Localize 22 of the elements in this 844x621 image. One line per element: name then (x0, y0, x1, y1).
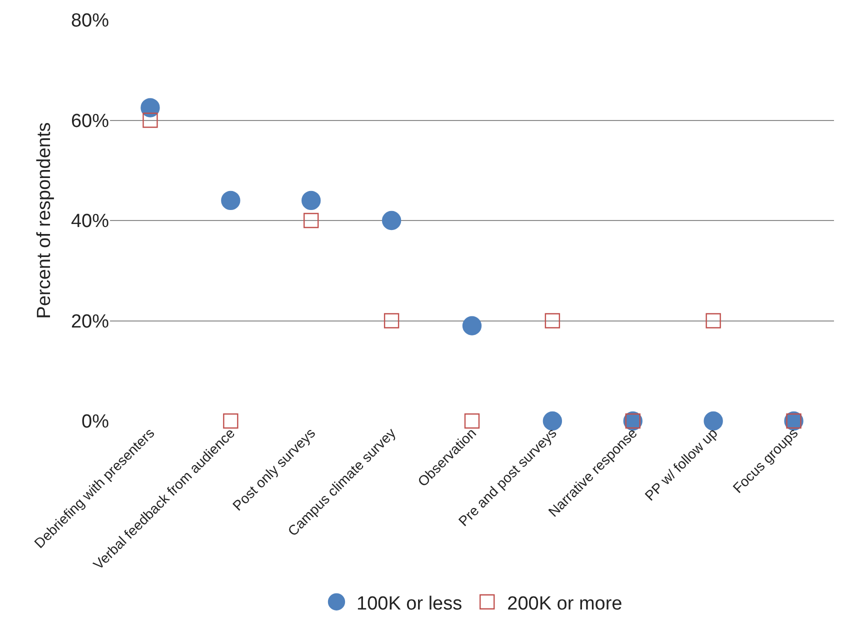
point (142, 112, 158, 128)
point (544, 313, 560, 328)
point (542, 411, 562, 431)
y-tick-label: 40% (70, 211, 110, 232)
y-tick-label: 60% (70, 110, 110, 132)
point (464, 413, 480, 429)
point (382, 210, 402, 230)
y-axis-title: Percent of respondents (34, 122, 55, 319)
point (704, 411, 723, 431)
y-tick-label: 20% (70, 311, 110, 332)
point (223, 413, 238, 429)
legend-label: 100K or less (356, 593, 462, 614)
legend-label: 200K or more (507, 593, 622, 614)
point (302, 190, 321, 210)
y-tick-label: 80% (70, 10, 110, 32)
point (221, 190, 240, 210)
point (140, 98, 160, 118)
point (462, 316, 482, 336)
point (706, 313, 721, 328)
point (384, 313, 400, 328)
y-tick-label: 0% (82, 412, 110, 433)
point (304, 212, 319, 228)
